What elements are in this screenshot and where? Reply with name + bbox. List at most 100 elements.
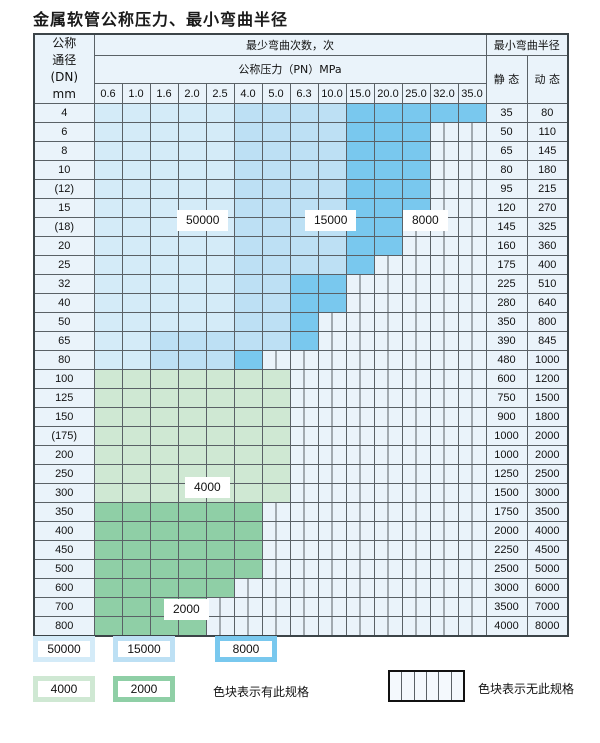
cell-r7-c1	[121, 236, 151, 256]
cell-r12-c5	[233, 331, 263, 351]
cell-r4-c2	[149, 179, 179, 199]
cell-r3-c0	[93, 160, 123, 180]
cell-r26-c10	[373, 597, 403, 617]
dynamic-radius-17: 2000	[526, 426, 569, 446]
static-radius-10: 280	[485, 293, 528, 313]
static-radius-13: 480	[485, 350, 528, 370]
cell-r15-c2	[149, 388, 179, 408]
cell-r19-c9	[345, 464, 375, 484]
cell-r27-c10	[373, 616, 403, 636]
cell-r26-c0	[93, 597, 123, 617]
cell-r1-c4	[205, 122, 235, 142]
table-row: 25 175 400	[33, 255, 569, 275]
cell-r3-c13	[457, 160, 487, 180]
cell-r4-c1	[121, 179, 151, 199]
table-row: 250 1250 2500	[33, 464, 569, 484]
cell-r18-c11	[401, 445, 431, 465]
cell-r6-c13	[457, 217, 487, 237]
cell-r11-c4	[205, 312, 235, 332]
cell-r21-c9	[345, 502, 375, 522]
cell-r5-c13	[457, 198, 487, 218]
dn-label-16: 150	[33, 407, 95, 427]
dynamic-radius-10: 640	[526, 293, 569, 313]
value-tag-50000: 50000	[177, 210, 229, 231]
cell-r21-c6	[261, 502, 291, 522]
cell-r19-c6	[261, 464, 291, 484]
dn-label-20: 300	[33, 483, 95, 503]
cell-r4-c6	[261, 179, 291, 199]
cell-r16-c8	[317, 407, 347, 427]
cell-r18-c10	[373, 445, 403, 465]
cell-r7-c11	[401, 236, 431, 256]
cell-r2-c12	[429, 141, 459, 161]
cell-r14-c11	[401, 369, 431, 389]
cell-r4-c3	[177, 179, 207, 199]
cell-r13-c9	[345, 350, 375, 370]
dn-label-9: 32	[33, 274, 95, 294]
cell-r23-c7	[289, 540, 319, 560]
dynamic-radius-7: 360	[526, 236, 569, 256]
dn-label-14: 100	[33, 369, 95, 389]
cell-r1-c3	[177, 122, 207, 142]
cell-r7-c3	[177, 236, 207, 256]
cell-r19-c1	[121, 464, 151, 484]
cell-r22-c1	[121, 521, 151, 541]
cell-r10-c6	[261, 293, 291, 313]
static-radius-15: 750	[485, 388, 528, 408]
cell-r22-c5	[233, 521, 263, 541]
dn-label-6: (18)	[33, 217, 95, 237]
cell-r9-c9	[345, 274, 375, 294]
cell-r23-c9	[345, 540, 375, 560]
cell-r19-c11	[401, 464, 431, 484]
cell-r18-c8	[317, 445, 347, 465]
cell-r22-c2	[149, 521, 179, 541]
legend-swatch-8000: 8000	[215, 636, 277, 662]
cell-r17-c2	[149, 426, 179, 446]
cell-r24-c8	[317, 559, 347, 579]
cell-r17-c13	[457, 426, 487, 446]
cell-r26-c5	[233, 597, 263, 617]
cell-r9-c13	[457, 274, 487, 294]
cell-r11-c2	[149, 312, 179, 332]
dynamic-radius-15: 1500	[526, 388, 569, 408]
dynamic-radius-24: 5000	[526, 559, 569, 579]
cell-r2-c10	[373, 141, 403, 161]
cell-r1-c10	[373, 122, 403, 142]
static-radius-22: 2000	[485, 521, 528, 541]
dynamic-radius-12: 845	[526, 331, 569, 351]
value-tag-2000: 2000	[164, 599, 209, 620]
page-title: 金属软管公称压力、最小弯曲半径	[33, 10, 289, 29]
cell-r4-c10	[373, 179, 403, 199]
cell-r2-c4	[205, 141, 235, 161]
cell-r20-c1	[121, 483, 151, 503]
dynamic-radius-22: 4000	[526, 521, 569, 541]
cell-r1-c12	[429, 122, 459, 142]
cell-r20-c5	[233, 483, 263, 503]
pressure-col-header-0: 0.6	[93, 83, 123, 104]
cell-r23-c10	[373, 540, 403, 560]
legend-swatch-4000: 4000	[33, 676, 95, 702]
cell-r2-c7	[289, 141, 319, 161]
dynamic-radius-25: 6000	[526, 578, 569, 598]
cell-r23-c8	[317, 540, 347, 560]
cell-r20-c6	[261, 483, 291, 503]
cell-r12-c6	[261, 331, 291, 351]
dynamic-radius-3: 180	[526, 160, 569, 180]
cell-r6-c2	[149, 217, 179, 237]
cell-r13-c1	[121, 350, 151, 370]
cell-r17-c3	[177, 426, 207, 446]
cell-r0-c6	[261, 103, 291, 123]
table-row: 65 390 845	[33, 331, 569, 351]
dn-label-7: 20	[33, 236, 95, 256]
cell-r18-c5	[233, 445, 263, 465]
cell-r18-c9	[345, 445, 375, 465]
cell-r22-c11	[401, 521, 431, 541]
cell-r10-c7	[289, 293, 319, 313]
cell-r5-c6	[261, 198, 291, 218]
legend-has-spec-note: 色块表示有此规格	[213, 685, 310, 699]
cell-r14-c8	[317, 369, 347, 389]
cell-r18-c2	[149, 445, 179, 465]
cell-r18-c4	[205, 445, 235, 465]
value-tag-4000: 4000	[185, 477, 230, 498]
no-spec-cell	[439, 672, 452, 700]
